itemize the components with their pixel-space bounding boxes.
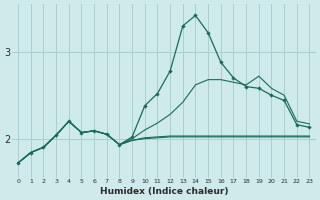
X-axis label: Humidex (Indice chaleur): Humidex (Indice chaleur) (100, 187, 228, 196)
